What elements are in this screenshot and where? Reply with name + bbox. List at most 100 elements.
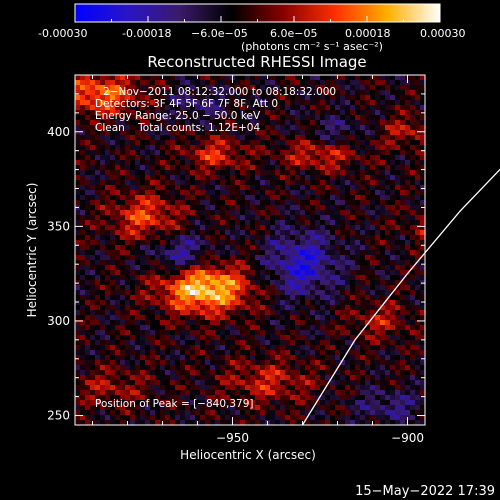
heatmap-cell	[145, 330, 151, 336]
heatmap-cell	[315, 390, 321, 396]
heatmap-cell	[235, 75, 241, 81]
heatmap-cell	[355, 185, 361, 191]
heatmap-cell	[420, 80, 426, 86]
heatmap-cell	[360, 320, 366, 326]
heatmap-cell	[230, 215, 236, 221]
heatmap-cell	[165, 365, 171, 371]
heatmap-cell	[285, 320, 291, 326]
heatmap-cell	[405, 210, 411, 216]
heatmap-cell	[125, 360, 131, 366]
heatmap-cell	[225, 295, 231, 301]
heatmap-cell	[100, 345, 106, 351]
heatmap-cell	[255, 110, 261, 116]
heatmap-cell	[340, 395, 346, 401]
heatmap-cell	[300, 90, 306, 96]
heatmap-cell	[235, 145, 241, 151]
heatmap-cell	[165, 375, 171, 381]
heatmap-cell	[205, 225, 211, 231]
heatmap-cell	[260, 225, 266, 231]
heatmap-cell	[330, 330, 336, 336]
heatmap-cell	[75, 90, 81, 96]
heatmap-cell	[225, 370, 231, 376]
heatmap-cell	[200, 355, 206, 361]
heatmap-cell	[160, 280, 166, 286]
heatmap-cell	[290, 135, 296, 141]
heatmap-cell	[255, 100, 261, 106]
heatmap-cell	[330, 360, 336, 366]
heatmap-cell	[380, 390, 386, 396]
heatmap-cell	[295, 160, 301, 166]
heatmap-cell	[345, 355, 351, 361]
heatmap-cell	[305, 185, 311, 191]
heatmap-cell	[120, 290, 126, 296]
heatmap-cell	[320, 375, 326, 381]
heatmap-cell	[365, 280, 371, 286]
heatmap-cell	[130, 280, 136, 286]
heatmap-cell	[340, 195, 346, 201]
heatmap-cell	[325, 375, 331, 381]
heatmap-cell	[185, 390, 191, 396]
heatmap-cell	[165, 280, 171, 286]
heatmap-cell	[95, 240, 101, 246]
heatmap-cell	[415, 270, 421, 276]
heatmap-cell	[215, 125, 221, 131]
heatmap-cell	[420, 290, 426, 296]
heatmap-cell	[215, 255, 221, 261]
heatmap-cell	[120, 100, 126, 106]
heatmap-cell	[280, 295, 286, 301]
heatmap-cell	[280, 350, 286, 356]
heatmap-cell	[175, 400, 181, 406]
heatmap-cell	[250, 105, 256, 111]
heatmap-cell	[185, 330, 191, 336]
heatmap-cell	[265, 125, 271, 131]
heatmap-cell	[125, 155, 131, 161]
heatmap-cell	[355, 270, 361, 276]
heatmap-cell	[265, 385, 271, 391]
heatmap-cell	[270, 210, 276, 216]
heatmap-cell	[250, 330, 256, 336]
heatmap-cell	[325, 275, 331, 281]
heatmap-cell	[285, 190, 291, 196]
heatmap-cell	[350, 165, 356, 171]
colorbar-unit-label: (photons cm⁻² s⁻¹ asec⁻²)	[241, 40, 383, 53]
heatmap-cell	[330, 315, 336, 321]
heatmap-cell	[140, 240, 146, 246]
heatmap-cell	[145, 185, 151, 191]
heatmap-cell	[275, 80, 281, 86]
heatmap-cell	[340, 130, 346, 136]
heatmap-cell	[300, 110, 306, 116]
heatmap-cell	[80, 90, 86, 96]
heatmap-cell	[135, 295, 141, 301]
heatmap-cell	[95, 130, 101, 136]
heatmap-cell	[415, 385, 421, 391]
heatmap-cell	[210, 225, 216, 231]
heatmap-cell	[230, 195, 236, 201]
heatmap-cell	[330, 250, 336, 256]
heatmap-cell	[80, 210, 86, 216]
heatmap-cell	[390, 155, 396, 161]
heatmap-cell	[320, 305, 326, 311]
heatmap-cell	[220, 80, 226, 86]
heatmap-cell	[355, 370, 361, 376]
heatmap-cell	[165, 305, 171, 311]
heatmap-cell	[190, 110, 196, 116]
heatmap-cell	[270, 290, 276, 296]
heatmap-cell	[405, 290, 411, 296]
heatmap-cell	[280, 190, 286, 196]
heatmap-cell	[260, 370, 266, 376]
heatmap-cell	[370, 180, 376, 186]
heatmap-cell	[170, 335, 176, 341]
heatmap-cell	[125, 120, 131, 126]
heatmap-cell	[205, 230, 211, 236]
heatmap-cell	[250, 265, 256, 271]
heatmap-cell	[360, 155, 366, 161]
heatmap-cell	[100, 415, 106, 421]
heatmap-cell	[140, 330, 146, 336]
heatmap-cell	[120, 305, 126, 311]
heatmap-cell	[80, 295, 86, 301]
heatmap-cell	[115, 105, 121, 111]
heatmap-cell	[100, 150, 106, 156]
heatmap-cell	[345, 325, 351, 331]
heatmap-cell	[225, 285, 231, 291]
heatmap-cell	[165, 315, 171, 321]
